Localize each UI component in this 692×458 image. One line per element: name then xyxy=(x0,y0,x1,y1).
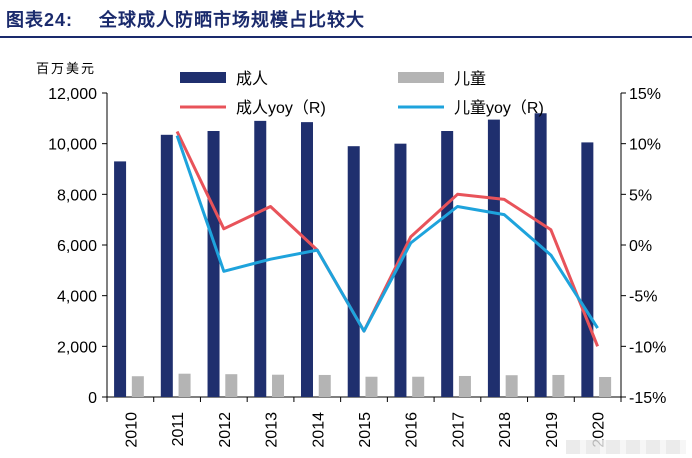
y-right-tick-label: 0% xyxy=(629,238,652,255)
x-tick-label: 2017 xyxy=(450,412,467,448)
legend-adult-swatch xyxy=(180,72,226,83)
bar-adult xyxy=(441,131,454,397)
legend-child-swatch xyxy=(398,72,444,83)
bar-child xyxy=(412,376,425,397)
bar-adult xyxy=(534,113,547,398)
bar-child xyxy=(225,374,238,397)
y-left-tick-label: 0 xyxy=(88,390,97,407)
bar-child xyxy=(318,374,331,397)
x-tick-label: 2014 xyxy=(310,412,327,448)
figure-header: 图表24: 全球成人防晒市场规模占比较大 xyxy=(0,0,692,38)
bar-adult xyxy=(254,120,267,397)
x-tick-label: 2012 xyxy=(217,412,234,448)
y-left-tick-label: 2,000 xyxy=(57,339,97,356)
y-right-tick-label: 5% xyxy=(629,187,652,204)
y-right-tick-label: 10% xyxy=(629,137,661,154)
bar-adult xyxy=(114,161,127,397)
bar-child xyxy=(365,376,378,397)
figure-label: 图表24: xyxy=(6,10,74,30)
y-right-tick-label: -15% xyxy=(629,390,666,407)
line-adult-yoy xyxy=(175,130,599,347)
bar-adult xyxy=(347,146,360,397)
x-tick-label: 2019 xyxy=(544,412,561,448)
bar-child xyxy=(552,374,565,397)
bar-adult xyxy=(394,143,407,397)
y-left-tick-label: 8,000 xyxy=(57,187,97,204)
bar-adult xyxy=(487,119,500,397)
bar-child xyxy=(272,374,285,397)
bar-child xyxy=(131,376,144,397)
x-tick-label: 2011 xyxy=(170,412,187,447)
bar-adult xyxy=(581,142,594,397)
legend-adult-label: 成人 xyxy=(236,70,268,88)
y-left-tick-label: 10,000 xyxy=(48,137,97,154)
x-tick-label: 2013 xyxy=(264,412,281,448)
y-right-tick-label: -10% xyxy=(629,339,666,356)
bar-adult xyxy=(207,131,220,397)
bar-child xyxy=(599,376,612,397)
bar-child xyxy=(458,375,471,397)
x-tick-label: 2010 xyxy=(123,412,140,448)
figure-title: 图表24: 全球成人防晒市场规模占比较大 xyxy=(6,6,365,32)
y-right-tick-label: -5% xyxy=(629,289,657,306)
line-child-yoy xyxy=(175,135,599,333)
y-left-unit-label: 百万美元 xyxy=(36,61,97,76)
x-tick-label: 2018 xyxy=(497,412,514,448)
bar-adult xyxy=(300,122,313,397)
y-right-tick-label: 15% xyxy=(629,86,661,103)
x-tick-label: 2016 xyxy=(404,412,421,448)
y-left-tick-label: 6,000 xyxy=(57,238,97,255)
y-left-tick-label: 12,000 xyxy=(48,86,97,103)
y-left-tick-label: 4,000 xyxy=(57,289,97,306)
bar-child xyxy=(505,375,518,397)
legend-child-label: 儿童 xyxy=(454,69,486,88)
legend-child-yoy-label: 儿童yoy（R) xyxy=(454,98,544,117)
legend-adult-yoy-label: 成人yoy（R) xyxy=(236,99,326,117)
watermark xyxy=(566,440,686,454)
bar-child xyxy=(178,373,191,397)
figure-title-text: 全球成人防晒市场规模占比较大 xyxy=(99,10,366,30)
x-tick-label: 2020 xyxy=(591,412,608,448)
bar-adult xyxy=(160,134,173,398)
x-tick-label: 2015 xyxy=(357,412,374,448)
